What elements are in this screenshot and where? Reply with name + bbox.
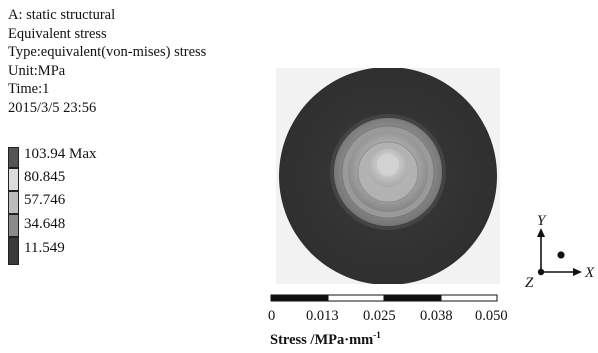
legend-label: 34.648 xyxy=(24,216,66,232)
legend-swatch xyxy=(8,214,19,237)
scale-bar-graphic: 0 0.013 0.025 0.038 0.050 Stress /MPa·mm… xyxy=(268,294,508,348)
result-unit: Unit:MPa xyxy=(8,62,66,79)
legend-swatch xyxy=(8,147,19,168)
scale-title: Stress /MPa·mm-1 xyxy=(270,330,381,348)
scale-tick-label: 0.025 xyxy=(363,308,396,324)
contour-legend: 103.94 Max 80.845 57.746 34.648 11.549 xyxy=(8,146,148,267)
z-axis-label: Z xyxy=(525,275,534,290)
axis-triad-graphic: Y X Z xyxy=(525,213,595,291)
legend-label-max: 103.94 Max xyxy=(24,146,97,162)
scale-title-sup: -1 xyxy=(373,330,381,340)
legend-label: 57.746 xyxy=(24,192,66,208)
legend-label-min: 11.549 xyxy=(24,240,65,256)
y-axis-label: Y xyxy=(537,213,547,229)
scale-bar: 0 0.013 0.025 0.038 0.050 Stress /MPa·mm… xyxy=(262,292,526,348)
scale-tick-label: 0.013 xyxy=(306,308,339,324)
result-time: Time:1 xyxy=(8,81,50,98)
legend-swatch xyxy=(8,168,19,191)
y-axis-arrow xyxy=(537,228,545,237)
scale-tick-label: 0.038 xyxy=(420,308,453,324)
x-axis-label: X xyxy=(584,265,595,281)
analysis-title: A: static structural xyxy=(8,7,116,23)
x-axis-arrow xyxy=(573,268,582,276)
result-info: A: static structural Equivalent stress T… xyxy=(8,6,206,118)
scale-bar-outline xyxy=(270,294,498,302)
result-timestamp: 2015/3/5 23:56 xyxy=(8,99,97,116)
z-axis-origin xyxy=(537,268,545,276)
center-spot xyxy=(377,154,399,176)
coordinate-triad: Y X Z xyxy=(520,210,598,291)
scale-segment xyxy=(440,294,498,302)
scale-segment xyxy=(271,295,328,301)
legend-swatch xyxy=(8,191,19,214)
model-viewport xyxy=(276,68,500,284)
stress-contour-plot xyxy=(279,68,497,284)
legend-swatch xyxy=(8,237,19,265)
scale-segment xyxy=(384,295,441,301)
legend-label: 80.845 xyxy=(24,169,66,185)
z-axis-marker xyxy=(557,251,565,259)
scale-segment xyxy=(327,294,385,302)
result-type: Type:equivalent(von-mises) stress xyxy=(8,44,207,61)
scale-tick-label: 0.050 xyxy=(475,308,508,324)
scale-title-main: Stress /MPa·mm xyxy=(270,332,373,348)
result-name: Equivalent stress xyxy=(8,25,107,42)
scale-tick-label: 0 xyxy=(268,308,275,324)
